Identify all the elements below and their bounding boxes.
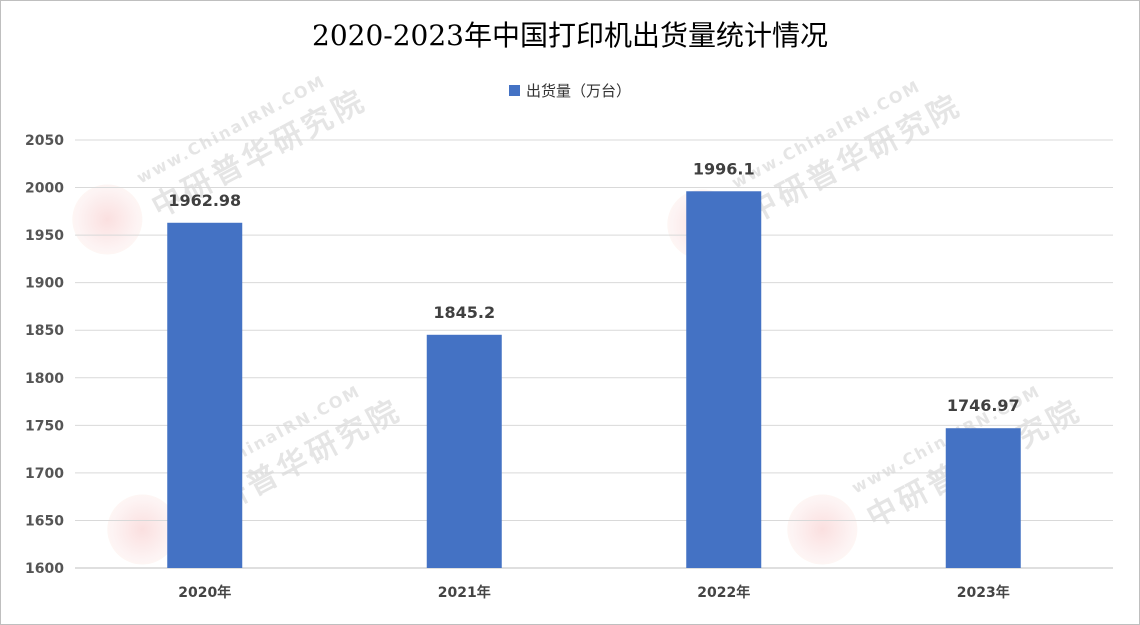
y-tick-label: 1850: [25, 323, 64, 339]
y-tick-label: 1950: [25, 228, 64, 244]
data-label: 1746.97: [947, 396, 1020, 415]
y-tick-label: 1700: [25, 466, 64, 482]
y-tick-label: 2050: [25, 133, 64, 149]
chart-legend: 出货量（万台）: [0, 80, 1140, 101]
y-tick-label: 1600: [25, 561, 64, 577]
bar: [426, 334, 502, 568]
data-label: 1845.2: [433, 303, 495, 322]
y-tick-label: 1750: [25, 418, 64, 434]
x-tick-label: 2022年: [697, 584, 750, 601]
data-label: 1962.98: [168, 191, 241, 210]
y-tick-label: 1650: [25, 513, 64, 529]
chart-title: 2020-2023年中国打印机出货量统计情况: [312, 19, 828, 52]
x-tick-label: 2021年: [438, 584, 491, 601]
y-tick-label: 1800: [25, 371, 64, 387]
bar: [167, 222, 243, 568]
bar: [945, 428, 1021, 568]
legend-label: 出货量（万台）: [525, 82, 631, 100]
x-tick-label: 2023年: [957, 584, 1010, 601]
x-tick-label: 2020年: [178, 584, 231, 601]
y-tick-label: 1900: [25, 276, 64, 292]
data-label: 1996.1: [693, 159, 755, 178]
legend-swatch: [508, 85, 520, 96]
bar: [686, 191, 762, 568]
y-tick-label: 2000: [25, 181, 64, 197]
